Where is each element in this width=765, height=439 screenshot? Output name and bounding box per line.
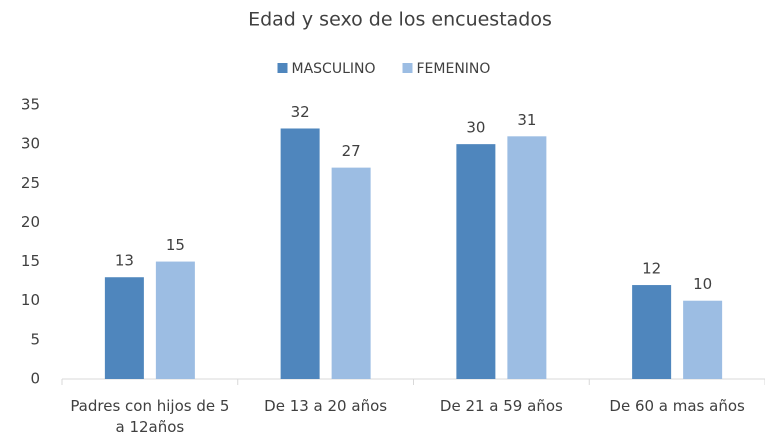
y-tick-label: 10 <box>21 291 40 309</box>
bar <box>280 128 320 379</box>
y-tick-label: 20 <box>21 213 40 231</box>
data-label: 12 <box>642 260 661 278</box>
data-label: 30 <box>466 119 485 137</box>
x-tick-label: De 13 a 20 años <box>264 397 388 415</box>
bar <box>632 285 672 379</box>
data-label: 10 <box>693 275 712 293</box>
bar <box>104 277 144 379</box>
legend-swatch <box>277 63 288 73</box>
data-label: 27 <box>342 142 361 160</box>
bar <box>507 136 547 379</box>
y-tick-label: 0 <box>30 370 40 388</box>
bar <box>331 167 371 379</box>
data-label: 32 <box>291 103 310 121</box>
legend-label: FEMENINO <box>417 61 491 77</box>
bar <box>456 144 496 379</box>
bar <box>683 300 723 379</box>
y-tick-label: 30 <box>21 135 40 153</box>
y-tick-label: 25 <box>21 174 40 192</box>
x-tick-label: De 60 a mas años <box>609 397 745 415</box>
x-tick-label: De 21 a 59 años <box>439 397 563 415</box>
data-label: 15 <box>166 236 185 254</box>
legend-label: MASCULINO <box>292 61 376 77</box>
chart-title: Edad y sexo de los encuestados <box>248 9 552 31</box>
data-label: 13 <box>115 252 134 270</box>
y-tick-label: 35 <box>21 96 40 114</box>
legend-swatch <box>402 63 413 73</box>
bar <box>155 261 195 379</box>
data-label: 31 <box>517 111 536 129</box>
x-tick-label: Padres con hijos de 5 a 12años <box>70 397 230 436</box>
y-tick-label: 15 <box>21 252 40 270</box>
y-tick-label: 5 <box>30 330 40 348</box>
